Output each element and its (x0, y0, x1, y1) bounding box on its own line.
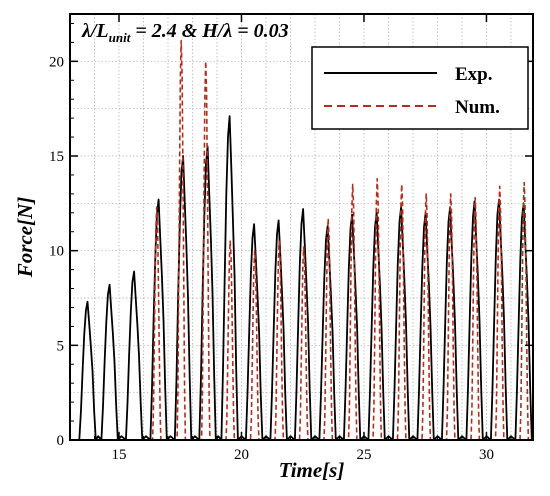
x-tick-label: 20 (234, 447, 249, 463)
series-exp-line (72, 115, 533, 441)
plot-frame (69, 13, 534, 441)
legend-box (311, 46, 529, 130)
x-tick-label: 25 (356, 447, 371, 463)
x-axis-title: Time[s] (279, 458, 345, 482)
x-tick-label: 15 (111, 447, 126, 463)
y-tick-label: 15 (49, 149, 64, 165)
y-axis-title: Force[N] (13, 197, 37, 278)
y-tick-label: 20 (49, 54, 64, 70)
x-tick-label: 30 (479, 447, 494, 463)
y-tick-label: 5 (57, 338, 65, 354)
legend-label-num: Num. (455, 97, 500, 118)
condition-annotation: λ/Lunit = 2.4 & H/λ = 0.03 (81, 20, 289, 45)
legend-label-exp: Exp. (455, 64, 493, 85)
y-tick-label: 10 (49, 244, 64, 260)
y-tick-label: 0 (57, 433, 65, 449)
